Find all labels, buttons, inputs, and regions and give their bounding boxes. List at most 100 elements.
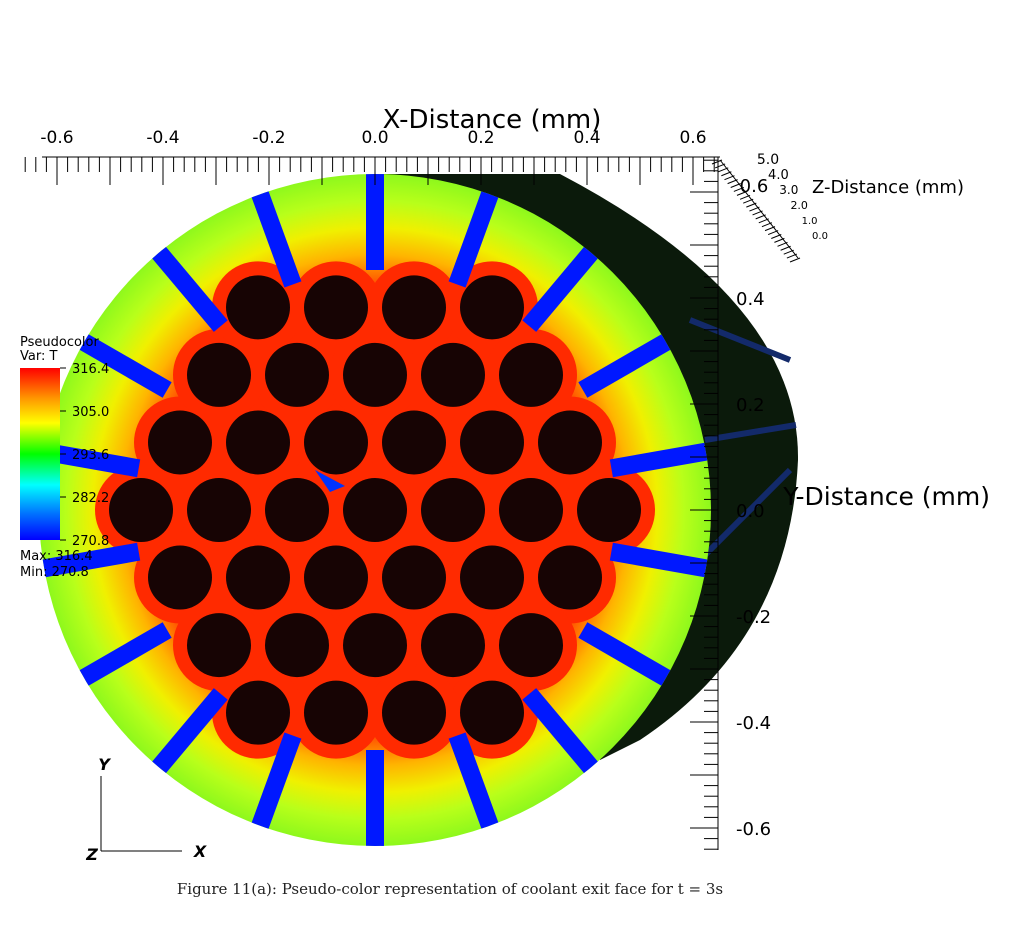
- coolant-channel: [343, 478, 407, 542]
- z-tick: [733, 186, 745, 192]
- y-tick-label: 0.4: [736, 289, 765, 310]
- coolant-channel: [304, 275, 368, 340]
- coolant-channel: [577, 478, 641, 542]
- z-tick: [736, 190, 748, 196]
- coolant-channel: [382, 680, 446, 745]
- z-tick: [749, 206, 760, 212]
- z-tick-label: 4.0: [768, 168, 789, 183]
- z-tick: [767, 230, 779, 236]
- coolant-channel: [499, 342, 563, 407]
- x-tick-label: -0.2: [252, 128, 285, 148]
- z-tick: [774, 237, 785, 243]
- coolant-channel: [460, 410, 524, 475]
- coolant-channel: [109, 478, 173, 542]
- coolant-channel: [265, 342, 329, 407]
- z-tick: [780, 245, 791, 251]
- coolant-groove: [448, 181, 502, 288]
- z-axis-corner-label: 0.6: [740, 176, 769, 197]
- z-tick: [711, 159, 723, 165]
- side-stripe: [688, 317, 792, 363]
- coolant-channel: [499, 478, 563, 542]
- legend-tick-label: 316.4: [72, 362, 109, 377]
- legend-tick-label: 270.8: [72, 534, 109, 549]
- z-axis: 5.04.03.0 2.0 1.0 0.0: [711, 152, 828, 263]
- legend: Pseudocolor Var: T 316.4 305.0 293.6 282.2 2…: [20, 335, 109, 580]
- coolant-channel: [538, 410, 602, 475]
- coolant-channel: [226, 545, 290, 610]
- coolant-channel: [304, 410, 368, 475]
- triad-x-label: X: [193, 842, 207, 861]
- z-tick: [714, 163, 726, 169]
- x-tick-label: 0.6: [679, 128, 706, 148]
- y-tick-label: 0.2: [736, 395, 765, 416]
- y-tick-label: -0.2: [736, 607, 771, 628]
- coolant-channel: [226, 410, 290, 475]
- coolant-groove: [578, 329, 680, 398]
- coolant-channel: [421, 342, 485, 407]
- figure-caption: Figure 11(a): Pseudo-color representatio…: [176, 880, 724, 898]
- side-stripe: [697, 467, 793, 563]
- z-tick-label: 2.0: [790, 199, 808, 212]
- z-tick: [771, 234, 782, 239]
- z-tick: [743, 198, 754, 204]
- y-tick-label: -0.4: [736, 713, 771, 734]
- coolant-groove: [366, 174, 384, 270]
- coolant-groove: [70, 622, 172, 691]
- z-tick: [746, 202, 757, 208]
- coolant-groove: [578, 622, 680, 691]
- cylinder-side-stripes: [688, 317, 797, 563]
- z-tick: [755, 214, 766, 220]
- coolant-channel: [265, 613, 329, 678]
- z-tick: [727, 179, 738, 185]
- y-tick-label: 0.0: [736, 501, 765, 522]
- x-tick-label: -0.6: [40, 128, 73, 148]
- coolant-channel: [421, 478, 485, 542]
- coolant-groove: [366, 750, 384, 846]
- z-tick: [777, 241, 788, 247]
- coolant-channel: [304, 545, 368, 610]
- legend-tick-label: 305.0: [72, 405, 109, 420]
- coolant-groove: [145, 688, 228, 781]
- coolant-groove: [145, 239, 228, 332]
- legend-colorbar: [20, 368, 60, 540]
- legend-min: Min: 270.8: [20, 565, 89, 580]
- z-tick-label: 5.0: [757, 152, 779, 168]
- coolant-channel: [226, 275, 290, 340]
- coolant-channel: [421, 613, 485, 678]
- z-tick-label: 3.0: [779, 183, 798, 197]
- coolant-channel: [382, 545, 446, 610]
- legend-title: Pseudocolor: [20, 335, 99, 350]
- z-tick: [789, 257, 801, 263]
- x-axis: -0.6 -0.4 -0.2 0.0 0.2 0.4 0.6: [24, 128, 720, 185]
- cold-spot-marker: [315, 470, 345, 492]
- coolant-channels: [109, 275, 641, 745]
- x-tick-label: 0.2: [467, 128, 494, 148]
- coolant-channel: [460, 275, 524, 340]
- coolant-groove: [522, 239, 605, 332]
- x-axis-title: X-Distance (mm): [383, 105, 602, 135]
- z-axis-title: Z-Distance (mm): [812, 177, 964, 198]
- coolant-channel: [460, 545, 524, 610]
- legend-max: Max: 316.4: [20, 549, 93, 564]
- z-tick: [730, 183, 741, 188]
- coolant-channel: [304, 680, 368, 745]
- legend-ticks: 316.4 305.0 293.6 282.2 270.8: [60, 362, 109, 549]
- legend-tick-label: 282.2: [72, 491, 109, 506]
- coolant-channel: [187, 478, 251, 542]
- coolant-channel: [265, 478, 329, 542]
- coolant-channel: [538, 545, 602, 610]
- coolant-groove: [609, 542, 711, 579]
- x-tick-label: 0.0: [361, 128, 388, 148]
- coolant-groove: [39, 542, 141, 579]
- z-tick: [739, 194, 751, 200]
- triad-z-label: Z: [85, 845, 98, 864]
- coolant-channel: [382, 275, 446, 340]
- x-tick-label: 0.4: [573, 128, 600, 148]
- x-tick-label: -0.4: [146, 128, 179, 148]
- coolant-channel: [187, 342, 251, 407]
- coolant-groove: [248, 181, 302, 288]
- coolant-channel: [343, 613, 407, 678]
- y-tick-label: -0.6: [736, 819, 771, 840]
- coolant-groove: [248, 732, 302, 839]
- side-stripe: [704, 422, 797, 443]
